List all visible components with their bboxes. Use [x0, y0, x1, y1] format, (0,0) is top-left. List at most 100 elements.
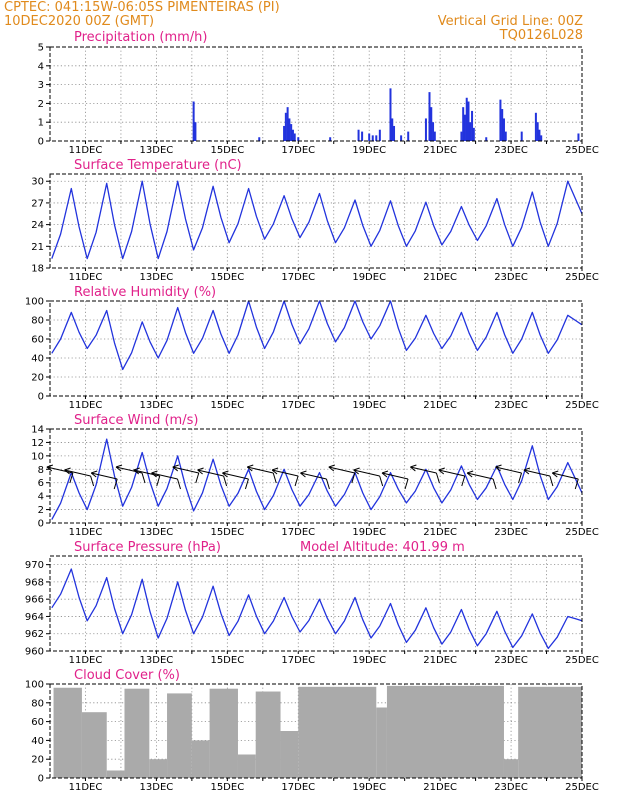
- y-axis: 18 21 24 27 30: [31, 177, 50, 275]
- precip-bars: [192, 88, 580, 141]
- x-tick-label: 25DEC: [565, 400, 599, 411]
- wind-arrow: [523, 469, 551, 477]
- x-tick-label: 15DEC: [210, 527, 244, 538]
- precip-bar: [375, 135, 378, 141]
- x-tick-label: 23DEC: [494, 145, 528, 156]
- wind-arrow: [115, 466, 143, 474]
- wind-arrow: [410, 466, 437, 474]
- y-tick-label: 0: [38, 137, 44, 148]
- x-tick-label: 23DEC: [494, 782, 528, 793]
- x-tick-label: 15DEC: [210, 400, 244, 411]
- y-tick-label: 100: [25, 297, 44, 308]
- wind-arrow-head: [151, 470, 158, 478]
- wind-arrow-head: [222, 470, 229, 478]
- precip-bar: [504, 131, 507, 141]
- panel-precipitation: Precipitation (mm/h) 0 1 2 3 4 5 11DEC 13DEC 15DE…: [38, 30, 599, 156]
- wind-arrow: [247, 466, 274, 474]
- header-grid-note: Vertical Grid Line: 00Z: [438, 14, 583, 29]
- x-tick-label: 15DEC: [210, 145, 244, 156]
- wind-arrow-tail: [90, 475, 95, 487]
- y-tick-label: 966: [25, 595, 44, 606]
- wind-arrow-head: [410, 464, 417, 472]
- y-tick-label: 12: [31, 438, 44, 449]
- wind-arrow-head: [271, 467, 279, 475]
- wind-arrow-tail: [244, 478, 249, 490]
- panel-title: Surface Temperature (nC): [74, 158, 242, 173]
- wind-arrow-head: [466, 470, 474, 478]
- y-tick-label: 4: [38, 61, 44, 72]
- wind-arrow-tail: [574, 478, 579, 490]
- wind-arrow-tail: [113, 478, 118, 490]
- wind-arrow-tail: [379, 475, 384, 487]
- wind-arrow-tail: [223, 475, 228, 487]
- precip-bar: [534, 112, 537, 141]
- x-tick-label: 11DEC: [69, 782, 103, 793]
- panel-title: Relative Humidity (%): [74, 285, 216, 300]
- gridlines: [50, 174, 582, 268]
- cloud-cover-segment: [298, 686, 377, 778]
- precip-bar: [501, 109, 504, 141]
- y-axis: 0 20 40 60 80 100: [25, 680, 50, 785]
- wind-arrow: [353, 469, 380, 477]
- wind-arrow-head: [90, 470, 98, 478]
- precip-bar: [400, 135, 403, 141]
- gridlines: [50, 301, 582, 396]
- precip-bar: [428, 92, 431, 141]
- precip-bar: [258, 137, 261, 141]
- wind-arrow: [552, 472, 579, 480]
- y-tick-label: 5: [38, 43, 44, 54]
- wind-line: [51, 438, 583, 520]
- y-tick-label: 0: [38, 519, 44, 530]
- precip-bar: [286, 107, 289, 141]
- wind-arrow-tail: [294, 475, 299, 487]
- x-tick-label: 11DEC: [69, 400, 103, 411]
- y-tick-label: 27: [31, 198, 44, 209]
- wind-arrow: [271, 469, 299, 477]
- precip-bar: [536, 122, 539, 141]
- precip-bar: [460, 131, 463, 141]
- wind-vectors: [46, 464, 579, 490]
- panel-humidity: Relative Humidity (%) 0 20 40 60 80 100 11DEC 13…: [25, 285, 599, 411]
- x-tick-label: 19DEC: [352, 655, 386, 666]
- y-tick-label: 10: [31, 451, 44, 462]
- wind-arrow: [197, 469, 224, 477]
- x-tick-label: 21DEC: [423, 527, 457, 538]
- precip-bar: [407, 131, 410, 141]
- wind-arrow-tail: [195, 472, 200, 484]
- cloud-cover-segment: [386, 685, 504, 778]
- x-tick-label: 23DEC: [494, 400, 528, 411]
- x-tick-label: 19DEC: [352, 145, 386, 156]
- y-tick-label: 2: [38, 99, 44, 110]
- wind-arrow-head: [328, 464, 335, 472]
- precip-bar: [433, 131, 436, 141]
- x-tick-label: 17DEC: [281, 145, 315, 156]
- wind-arrow-tail: [156, 475, 161, 487]
- x-tick-label: 13DEC: [140, 782, 174, 793]
- y-tick-label: 8: [38, 465, 44, 476]
- precip-bar: [502, 118, 505, 141]
- y-tick-label: 1: [38, 118, 44, 129]
- wind-arrow: [64, 469, 91, 477]
- x-tick-label: 19DEC: [352, 782, 386, 793]
- x-tick-label: 17DEC: [281, 527, 315, 538]
- wind-arrow-tail: [272, 472, 277, 484]
- x-tick-label: 11DEC: [69, 272, 103, 283]
- panel-frame: [49, 173, 583, 269]
- x-tick-label: 15DEC: [210, 272, 244, 283]
- wind-arrow-head: [353, 467, 360, 475]
- precip-bar: [472, 127, 475, 141]
- precip-bar: [284, 112, 287, 141]
- wind-arrow: [438, 469, 465, 477]
- x-tick-label: 13DEC: [140, 655, 174, 666]
- x-tick-label: 11DEC: [69, 655, 103, 666]
- x-tick-label: 13DEC: [140, 400, 174, 411]
- y-tick-label: 18: [31, 264, 44, 275]
- wind-arrow-tail: [435, 472, 440, 484]
- wind-arrow-head: [172, 464, 179, 472]
- wind-arrow: [381, 472, 409, 480]
- y-axis: 0 2 4 6 8 10 12 14: [31, 425, 50, 530]
- x-tick-label: 17DEC: [281, 782, 315, 793]
